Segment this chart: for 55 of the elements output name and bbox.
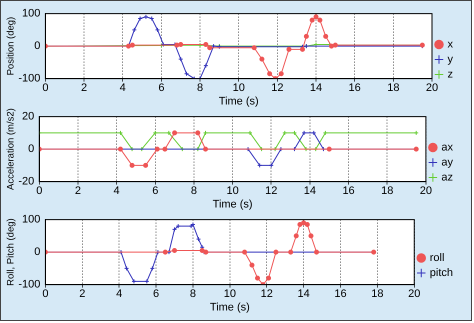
y-tick-label: 20 xyxy=(22,110,34,123)
y-axis-title: Roll, Pitch (deg) xyxy=(5,218,16,286)
x-tick-label: 2 xyxy=(81,82,88,94)
x-axis-title: Time (s) xyxy=(212,198,253,210)
x-tick-label: 4 xyxy=(120,82,126,94)
legend-label: y xyxy=(448,54,454,66)
y-axis-title: Position (deg) xyxy=(5,16,16,76)
y-tick-label: -20 xyxy=(18,176,34,188)
y-tick-label: 0 xyxy=(28,143,34,156)
y-tick-label: 100 xyxy=(22,8,40,20)
x-tick-label: 14 xyxy=(304,185,316,198)
x-tick-label: 0 xyxy=(42,288,48,300)
x-tick-label: 12 xyxy=(260,288,273,300)
x-tick-label: 6 xyxy=(158,82,164,94)
x-tick-label: 4 xyxy=(114,185,120,198)
x-tick-label: 14 xyxy=(297,288,310,300)
x-tick-label: 6 xyxy=(152,185,158,198)
legend-label: pitch xyxy=(430,267,454,280)
x-tick-label: 12 xyxy=(271,82,284,94)
x-tick-label: 14 xyxy=(310,82,322,94)
x-axis-title: Time (s) xyxy=(218,95,259,108)
y-tick-label: 0 xyxy=(34,40,40,52)
x-tick-label: 2 xyxy=(74,185,82,198)
x-tick-label: 0 xyxy=(42,82,48,94)
x-tick-label: 8 xyxy=(190,185,197,198)
legend-label: ay xyxy=(441,156,454,169)
x-tick-label: 10 xyxy=(224,288,236,300)
x-tick-label: 16 xyxy=(342,185,355,198)
x-tick-label: 4 xyxy=(116,288,122,300)
x-tick-label: 18 xyxy=(387,82,400,94)
y-tick-label: 100 xyxy=(22,214,40,226)
x-tick-label: 16 xyxy=(348,82,361,94)
legend-label: x xyxy=(448,38,454,51)
y-tick-label: 0 xyxy=(34,246,40,258)
x-tick-label: 12 xyxy=(265,185,278,198)
legend-label: z xyxy=(448,68,453,81)
x-tick-label: 18 xyxy=(381,185,394,198)
x-tick-label: 20 xyxy=(426,82,438,94)
x-tick-label: 2 xyxy=(79,288,86,300)
legend-label: ax xyxy=(441,142,454,154)
x-tick-label: 6 xyxy=(153,288,160,300)
x-tick-label: 20 xyxy=(420,185,432,198)
x-tick-label: 16 xyxy=(334,288,347,300)
x-tick-label: 10 xyxy=(226,185,239,198)
x-axis-title: Time (s) xyxy=(210,301,250,314)
y-axis-title: Acceleration (m/s2) xyxy=(5,108,16,190)
x-tick-label: 18 xyxy=(371,288,384,300)
legend-label: roll xyxy=(430,252,444,264)
x-tick-label: 20 xyxy=(408,288,420,300)
x-tick-label: 10 xyxy=(232,82,245,94)
y-tick-label: -100 xyxy=(18,72,40,85)
y-tick-label: -100 xyxy=(18,278,40,291)
legend-label: az xyxy=(441,172,454,184)
x-tick-label: 8 xyxy=(196,82,204,94)
x-tick-label: 8 xyxy=(190,288,196,300)
